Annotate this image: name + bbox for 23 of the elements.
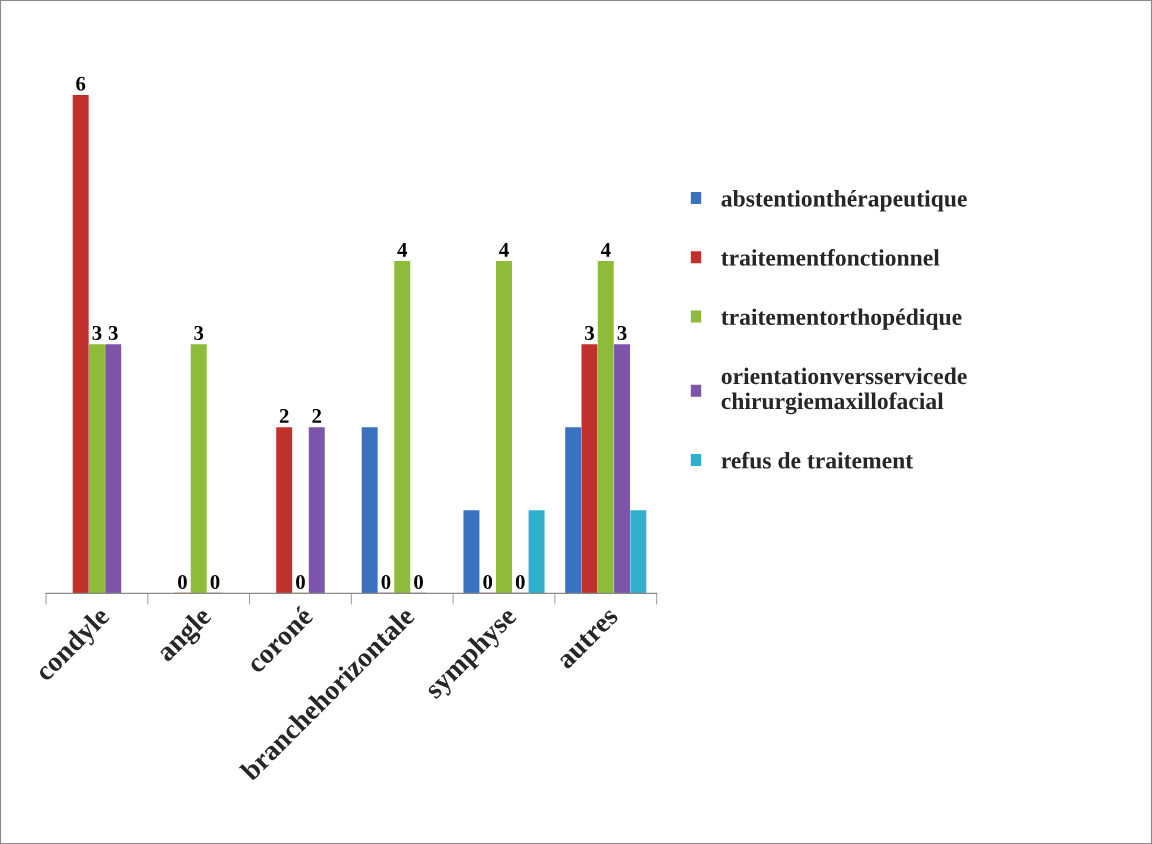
data-label: 4 xyxy=(600,242,611,257)
data-label: 0 xyxy=(178,575,187,590)
data-label: 6 xyxy=(76,76,86,91)
data-label: 0 xyxy=(296,575,305,590)
legend-label: traitementorthopédique xyxy=(721,308,962,330)
data-label: 3 xyxy=(585,325,594,340)
data-label: 2 xyxy=(312,408,322,423)
data-label: 0 xyxy=(483,575,493,590)
data-label: 0 xyxy=(381,575,391,590)
data-label: 3 xyxy=(108,325,118,340)
data-label: 4 xyxy=(397,242,408,257)
data-label: 3 xyxy=(194,325,204,340)
legend-label: refus de traitement xyxy=(721,451,914,469)
data-label: 3 xyxy=(617,325,627,340)
data-label: 0 xyxy=(515,575,525,590)
legend-label: orientationversservicede chirurgiemaxillofacial xyxy=(721,367,967,415)
data-label: 0 xyxy=(210,575,220,590)
legend-label: traitementfonctionnel xyxy=(721,248,940,266)
data-label: 3 xyxy=(92,325,102,340)
data-label: 2 xyxy=(279,408,289,423)
data-label: 4 xyxy=(499,242,509,257)
data-label: 0 xyxy=(414,575,423,590)
legend-label: abstentionthérapeutique xyxy=(721,190,967,212)
